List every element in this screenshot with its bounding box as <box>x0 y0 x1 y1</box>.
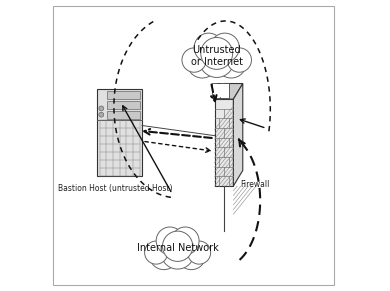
Circle shape <box>199 43 234 77</box>
Text: Firewall: Firewall <box>241 180 270 189</box>
FancyBboxPatch shape <box>107 91 140 99</box>
Circle shape <box>99 112 104 117</box>
Circle shape <box>149 241 178 270</box>
Text: Untrusted
or Internet: Untrusted or Internet <box>191 45 243 67</box>
Circle shape <box>216 48 246 78</box>
Circle shape <box>172 227 199 255</box>
FancyBboxPatch shape <box>53 6 334 285</box>
Polygon shape <box>233 84 243 186</box>
Circle shape <box>210 33 239 62</box>
Circle shape <box>227 48 252 72</box>
Circle shape <box>182 48 206 72</box>
Polygon shape <box>215 84 243 99</box>
Circle shape <box>161 236 194 269</box>
Circle shape <box>163 231 193 261</box>
Polygon shape <box>215 99 233 186</box>
Circle shape <box>156 227 184 255</box>
FancyBboxPatch shape <box>107 101 140 109</box>
Circle shape <box>194 33 223 62</box>
Text: Bastion Host (untrusted Host): Bastion Host (untrusted Host) <box>58 184 172 193</box>
FancyBboxPatch shape <box>107 111 140 119</box>
Circle shape <box>188 241 211 264</box>
Text: Internal Network: Internal Network <box>137 244 218 253</box>
Circle shape <box>187 48 217 78</box>
Circle shape <box>145 241 168 264</box>
Circle shape <box>201 38 233 69</box>
Circle shape <box>177 241 206 270</box>
FancyBboxPatch shape <box>212 83 229 98</box>
Circle shape <box>99 106 104 111</box>
FancyBboxPatch shape <box>97 89 142 176</box>
